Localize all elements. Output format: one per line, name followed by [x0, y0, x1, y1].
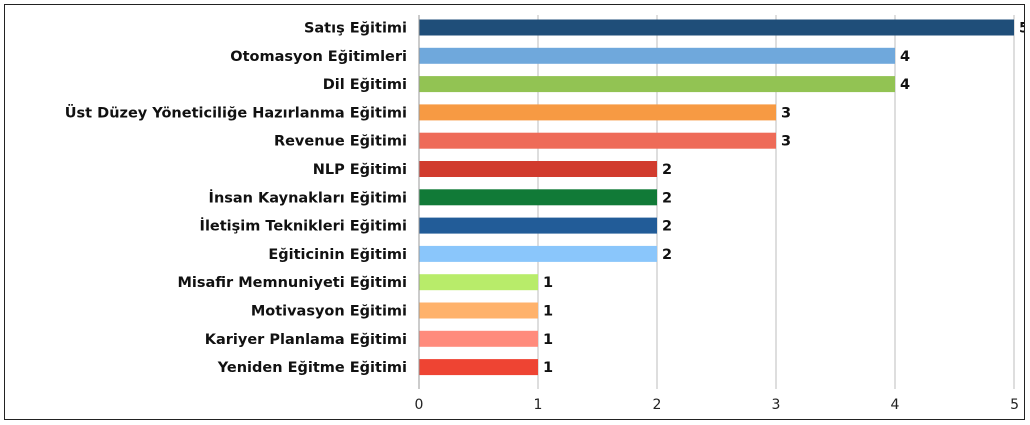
bar-11	[419, 302, 538, 319]
x-tick-label-4: 4	[891, 397, 900, 413]
category-label-4: Üst Düzey Yöneticiliğe Hazırlanma Eğitim…	[65, 103, 407, 121]
bar-13	[419, 359, 538, 376]
bar-8	[419, 217, 657, 234]
x-tick-label-3: 3	[772, 397, 781, 413]
category-label-9: Eğiticinin Eğitimi	[268, 247, 407, 263]
category-labels: Satış Eğitimi Otomasyon Eğitimleri Dil Eği…	[65, 21, 407, 377]
data-label-5: 3	[781, 134, 791, 150]
bar-12	[419, 330, 538, 347]
category-label-6: NLP Eğitimi	[313, 162, 407, 178]
data-label-13: 1	[543, 360, 553, 376]
x-tick-label-0: 0	[415, 397, 424, 413]
bar-10	[419, 274, 538, 291]
data-label-1: 5	[1019, 21, 1025, 37]
bar-5	[419, 132, 776, 149]
chart-frame: Satış Eğitimi Otomasyon Eğitimleri Dil Eği…	[4, 4, 1025, 420]
category-label-7: İnsan Kaynakları Eğitimi	[209, 189, 407, 206]
x-tick-label-5: 5	[1010, 397, 1019, 413]
data-label-4: 3	[781, 105, 791, 121]
data-labels: 5 4 4 3 3 2 2 2 2 1 1 1 1	[543, 21, 1025, 377]
data-label-6: 2	[662, 162, 672, 178]
bar-4	[419, 104, 776, 121]
data-label-10: 1	[543, 275, 553, 291]
category-label-13: Yeniden Eğitme Eğitimi	[217, 360, 407, 376]
data-label-8: 2	[662, 219, 672, 235]
category-label-10: Misafir Memnuniyeti Eğitimi	[177, 275, 407, 291]
bar-3	[419, 76, 895, 93]
bar-2	[419, 47, 895, 64]
data-label-11: 1	[543, 304, 553, 320]
bar-6	[419, 161, 657, 177]
bar-7	[419, 189, 657, 206]
data-label-12: 1	[543, 332, 553, 348]
data-label-3: 4	[900, 77, 910, 93]
x-axis-ticks: 0 1 2 3 4 5	[415, 397, 1019, 413]
category-label-5: Revenue Eğitimi	[274, 134, 407, 150]
data-label-7: 2	[662, 190, 672, 206]
data-label-2: 4	[900, 49, 910, 65]
category-label-11: Motivasyon Eğitimi	[251, 304, 407, 320]
bar-chart: Satış Eğitimi Otomasyon Eğitimleri Dil Eği…	[65, 15, 1025, 413]
category-label-12: Kariyer Planlama Eğitimi	[205, 332, 407, 348]
bar-9	[419, 245, 657, 262]
x-tick-label-1: 1	[534, 397, 543, 413]
data-label-9: 2	[662, 247, 672, 263]
bars	[419, 19, 1014, 376]
bar-1	[419, 19, 1014, 36]
category-label-3: Dil Eğitimi	[323, 77, 407, 93]
category-label-2: Otomasyon Eğitimleri	[230, 49, 407, 65]
category-label-1: Satış Eğitimi	[304, 21, 407, 37]
x-tick-label-2: 2	[653, 397, 662, 413]
category-label-8: İletişim Teknikleri Eğitimi	[200, 218, 407, 235]
